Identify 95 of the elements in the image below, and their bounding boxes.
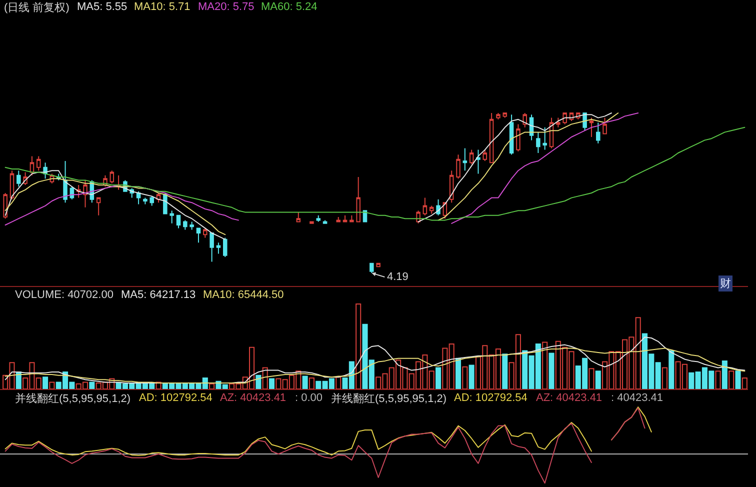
candlestick xyxy=(10,170,14,200)
text: MA5: 5.55 xyxy=(77,1,128,13)
candlestick xyxy=(356,176,360,222)
candlestick xyxy=(296,212,301,222)
candlestick xyxy=(376,262,380,268)
candlestick xyxy=(30,156,34,176)
candlestick xyxy=(482,149,488,162)
candlestick xyxy=(509,114,514,156)
candlestick xyxy=(216,242,221,254)
candlestick xyxy=(36,156,41,172)
candlestick xyxy=(602,117,607,134)
bar xyxy=(436,367,442,389)
candlestick xyxy=(322,220,328,224)
text: MA20: 5.75 xyxy=(198,1,254,13)
candlestick xyxy=(342,214,348,222)
candlestick xyxy=(316,214,321,222)
bar xyxy=(548,352,554,389)
candlestick xyxy=(310,221,314,224)
candlestick xyxy=(489,112,494,164)
bar xyxy=(302,376,308,389)
bar xyxy=(588,368,594,389)
candlestick xyxy=(536,132,540,154)
candlestick xyxy=(183,220,188,230)
bar xyxy=(662,367,668,389)
bar xyxy=(462,366,468,389)
text: 财 xyxy=(720,277,731,290)
bar xyxy=(542,342,548,389)
bar xyxy=(728,370,734,389)
ref-line-label: : 0.00 xyxy=(295,392,323,404)
candlestick xyxy=(63,160,68,204)
candlestick xyxy=(150,196,154,206)
candlestick xyxy=(422,197,428,216)
bar xyxy=(468,364,474,389)
text: MA5: 64217.13 xyxy=(121,289,196,301)
candlestick xyxy=(596,122,600,144)
bar xyxy=(356,304,362,389)
bar xyxy=(336,376,342,389)
candlestick xyxy=(516,124,520,152)
text: AZ: 40423.41 xyxy=(536,392,602,404)
chart-title: 并线翻红(5,5,95,95,1,2) xyxy=(15,392,131,405)
candlestick xyxy=(469,149,474,165)
candlestick xyxy=(496,112,500,120)
candlestick xyxy=(429,205,434,214)
candlestick xyxy=(190,221,194,230)
text: AD: 102792.54 xyxy=(454,392,528,404)
text: AD: 102792.54 xyxy=(139,392,212,404)
candlestick xyxy=(462,148,468,172)
candlestick xyxy=(136,190,141,205)
candlestick xyxy=(110,170,114,184)
candlestick xyxy=(502,112,508,118)
candlestick xyxy=(589,117,594,138)
text: MA10: 5.71 xyxy=(134,1,190,13)
candlestick xyxy=(196,228,201,244)
candlestick xyxy=(16,170,21,188)
bar xyxy=(308,377,314,389)
annotation: 4.19 xyxy=(387,271,408,283)
bar xyxy=(742,377,748,389)
candlestick xyxy=(456,154,460,180)
candlestick xyxy=(350,214,354,222)
candlestick xyxy=(83,180,88,208)
bar xyxy=(256,374,262,389)
bar xyxy=(735,370,741,389)
text: MA10: 65444.50 xyxy=(203,289,284,301)
candlestick xyxy=(556,117,560,128)
bar xyxy=(268,378,275,389)
bar xyxy=(595,370,601,389)
candlestick xyxy=(176,214,181,229)
chart-title: (日线 前复权) xyxy=(4,1,70,14)
bar xyxy=(502,354,508,389)
candlestick xyxy=(223,237,228,258)
bar xyxy=(89,382,95,389)
candlestick xyxy=(562,112,567,125)
candlestick xyxy=(210,232,214,262)
candlestick xyxy=(143,197,148,205)
text: MA60: 5.24 xyxy=(261,1,318,13)
candlestick xyxy=(3,192,8,220)
candlestick xyxy=(542,126,547,150)
candlestick xyxy=(170,210,174,224)
text: : 40423.41 xyxy=(611,392,663,404)
text: AZ: 40423.41 xyxy=(220,392,286,404)
bar xyxy=(722,360,728,389)
candlestick xyxy=(96,197,101,216)
bar xyxy=(49,382,55,389)
bar xyxy=(209,383,215,389)
chart-title: VOLUME: 40702.00 xyxy=(15,289,114,301)
bar xyxy=(42,376,48,389)
candlestick xyxy=(163,192,168,214)
bar xyxy=(715,370,721,389)
candlestick xyxy=(203,228,208,238)
bar xyxy=(668,350,674,389)
candlestick xyxy=(370,262,374,274)
candlestick xyxy=(476,149,480,174)
text: 并线翻红(5,5,95,95,1,2) xyxy=(331,392,447,405)
candlestick xyxy=(336,216,340,222)
bar xyxy=(455,358,462,389)
